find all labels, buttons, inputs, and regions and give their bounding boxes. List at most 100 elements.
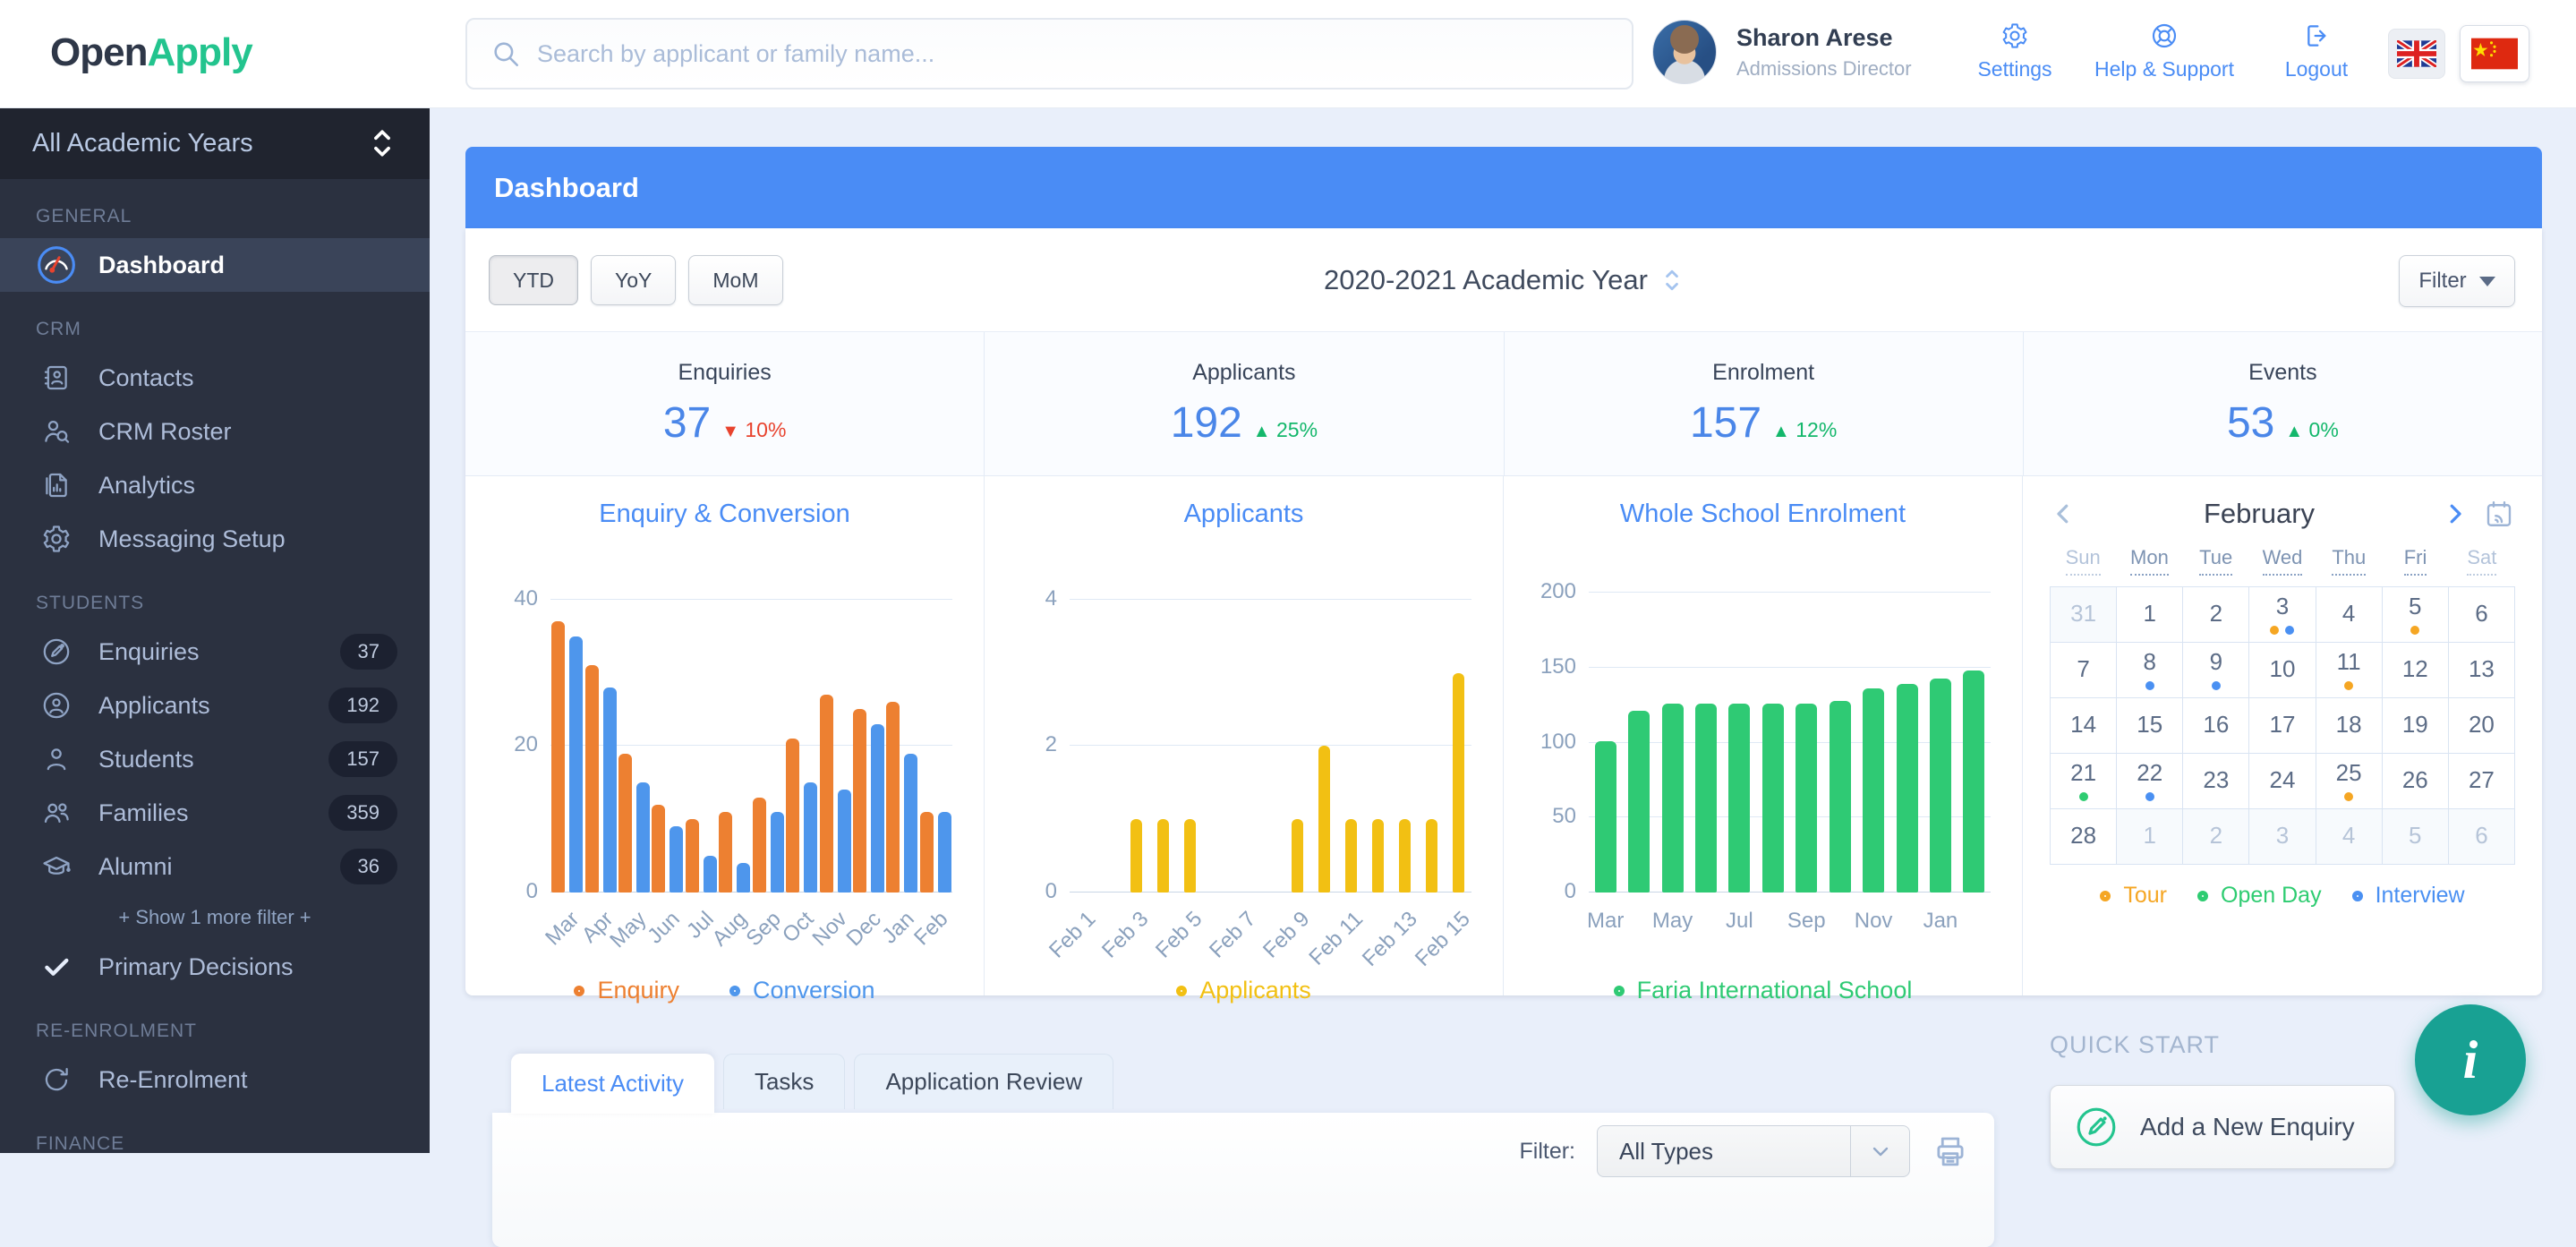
calendar-day-cell[interactable]: 14	[2051, 698, 2118, 754]
calendar-day-cell[interactable]: 6	[2448, 809, 2515, 865]
legend-item[interactable]: Conversion	[729, 977, 875, 1004]
sidebar-item-enquiries[interactable]: Enquiries 37	[0, 625, 430, 679]
language-english-button[interactable]	[2388, 29, 2445, 79]
calendar-feed-button[interactable]	[2483, 498, 2515, 530]
sidebar-item-label: Alumni	[98, 852, 173, 880]
calendar-day-cell[interactable]: 1	[2117, 809, 2184, 865]
legend-label: Tour	[2123, 883, 2168, 908]
chart-plot-area: 0 20 40	[514, 570, 952, 903]
bar	[919, 812, 934, 893]
ytd-button[interactable]: YTD	[489, 255, 578, 305]
calendar-day-cell[interactable]: 28	[2051, 809, 2118, 865]
calendar-day-cell[interactable]: 3	[2249, 587, 2316, 643]
settings-button[interactable]: Settings	[1966, 21, 2064, 81]
calendar-day-cell[interactable]: 11	[2316, 643, 2383, 698]
sidebar-item-applicants[interactable]: Applicants 192	[0, 679, 430, 732]
calendar-day-cell[interactable]: 10	[2249, 643, 2316, 698]
bar	[602, 687, 617, 893]
legend-item[interactable]: Enquiry	[574, 977, 679, 1004]
show-more-filter-link[interactable]: + Show 1 more filter +	[118, 906, 311, 928]
bar-group-apr	[584, 570, 617, 893]
print-icon[interactable]	[1932, 1132, 1969, 1170]
type-filter-select[interactable]: All Types	[1597, 1125, 1910, 1177]
settings-label: Settings	[1977, 57, 2052, 81]
sidebar-item-alumni[interactable]: Alumni 36	[0, 840, 430, 893]
academic-year-title[interactable]: 2020-2021 Academic Year	[1324, 228, 1684, 331]
bar-group-apr	[1622, 570, 1655, 893]
sidebar-item-dashboard[interactable]: Dashboard	[0, 238, 430, 292]
calendar-day-cell[interactable]: 17	[2249, 698, 2316, 754]
calendar-day-cell[interactable]: 21	[2051, 754, 2118, 809]
calendar-day-cell[interactable]: 25	[2316, 754, 2383, 809]
calendar-day-cell[interactable]: 1	[2117, 587, 2184, 643]
legend-item[interactable]: Applicants	[1176, 977, 1311, 1004]
count-badge: 37	[339, 634, 397, 670]
help-support-button[interactable]: Help & Support	[2075, 21, 2254, 81]
calendar-day-cell[interactable]: 24	[2249, 754, 2316, 809]
calendar-month-title: February	[2203, 498, 2316, 529]
calendar-day-cell[interactable]: 8	[2117, 643, 2184, 698]
language-chinese-button[interactable]	[2460, 25, 2529, 82]
calendar-day-cell[interactable]: 12	[2382, 643, 2449, 698]
calendar-day-cell[interactable]: 4	[2316, 587, 2383, 643]
x-axis-labels: Feb 1 Feb 3 Feb 5 Feb 7 Feb 9 Feb 11 Feb 13 Feb…	[1045, 900, 1476, 971]
y-tick-label: 50	[1552, 804, 1576, 829]
calendar-next-button[interactable]	[2442, 499, 2469, 529]
calendar-day-cell[interactable]: 2	[2183, 587, 2250, 643]
yoy-button[interactable]: YoY	[591, 255, 677, 305]
calendar-day-cell[interactable]: 27	[2448, 754, 2515, 809]
calendar-day-cell[interactable]: 31	[2051, 587, 2118, 643]
calendar-day-cell[interactable]: 23	[2183, 754, 2250, 809]
calendar-legend: Tour Open Day Interview	[2023, 883, 2542, 909]
mom-button[interactable]: MoM	[688, 255, 783, 305]
add-new-enquiry-button[interactable]: Add a New Enquiry	[2050, 1085, 2395, 1169]
bar-group-jan	[885, 570, 918, 893]
filter-button[interactable]: Filter	[2399, 255, 2515, 307]
bar-group-jan	[1923, 570, 1957, 893]
calendar-day-cell[interactable]: 13	[2448, 643, 2515, 698]
sidebar-item-re-enrolment[interactable]: Re-Enrolment	[0, 1053, 430, 1106]
china-flag-icon	[2471, 38, 2518, 70]
tab-application-review[interactable]: Application Review	[854, 1054, 1114, 1109]
logout-button[interactable]: Logout	[2272, 21, 2361, 81]
calendar-day-cell[interactable]: 2	[2183, 809, 2250, 865]
sidebar-item-crm-roster[interactable]: CRM Roster	[0, 405, 430, 458]
chart-legend: Faria International School	[1504, 977, 2022, 1004]
calendar-day-cell[interactable]: 5	[2382, 809, 2449, 865]
calendar-day-cell[interactable]: 7	[2051, 643, 2118, 698]
sidebar-item-messaging-setup[interactable]: Messaging Setup	[0, 512, 430, 566]
bar-group-jun	[1689, 570, 1722, 893]
calendar-day-cell[interactable]: 9	[2183, 643, 2250, 698]
gridline: 0	[1045, 879, 1471, 903]
academic-year-selector[interactable]: All Academic Years	[0, 107, 430, 179]
calendar-day-cell[interactable]: 4	[2316, 809, 2383, 865]
legend-item[interactable]: Faria International School	[1613, 977, 1912, 1004]
user-menu[interactable]: Sharon Arese Admissions Director	[1652, 20, 1912, 84]
tab-latest-activity[interactable]: Latest Activity	[511, 1054, 714, 1114]
calendar-day-cell[interactable]: 19	[2382, 698, 2449, 754]
calendar-day-cell[interactable]: 5	[2382, 587, 2449, 643]
enquiry-conversion-chart: Enquiry & Conversion 0 20 40 Mar Apr May Jun Jul…	[465, 476, 985, 1004]
calendar-day-cell[interactable]: 16	[2183, 698, 2250, 754]
calendar-day-cell[interactable]: 15	[2117, 698, 2184, 754]
sidebar-item-students[interactable]: Students 157	[0, 732, 430, 786]
pencil-circle-icon	[36, 631, 77, 672]
avatar[interactable]	[1652, 20, 1717, 84]
filter-button-label: Filter	[2418, 269, 2467, 293]
calendar-day-cell[interactable]: 3	[2249, 809, 2316, 865]
calendar-day-cell[interactable]: 20	[2448, 698, 2515, 754]
sidebar-item-families[interactable]: Families 359	[0, 786, 430, 840]
grad-cap-icon	[36, 846, 77, 887]
sidebar-item-primary-decisions[interactable]: Primary Decisions	[0, 940, 430, 994]
search-input[interactable]	[537, 39, 1632, 68]
calendar-day-cell[interactable]: 22	[2117, 754, 2184, 809]
calendar-day-cell[interactable]: 18	[2316, 698, 2383, 754]
calendar-prev-button[interactable]	[2050, 499, 2077, 529]
legend-marker-icon	[1176, 985, 1188, 996]
sidebar-item-analytics[interactable]: Analytics	[0, 458, 430, 512]
calendar-day-cell[interactable]: 26	[2382, 754, 2449, 809]
info-fab-button[interactable]: i	[2415, 1004, 2526, 1115]
tab-tasks[interactable]: Tasks	[722, 1054, 846, 1109]
calendar-day-cell[interactable]: 6	[2448, 587, 2515, 643]
sidebar-item-contacts[interactable]: Contacts	[0, 351, 430, 405]
